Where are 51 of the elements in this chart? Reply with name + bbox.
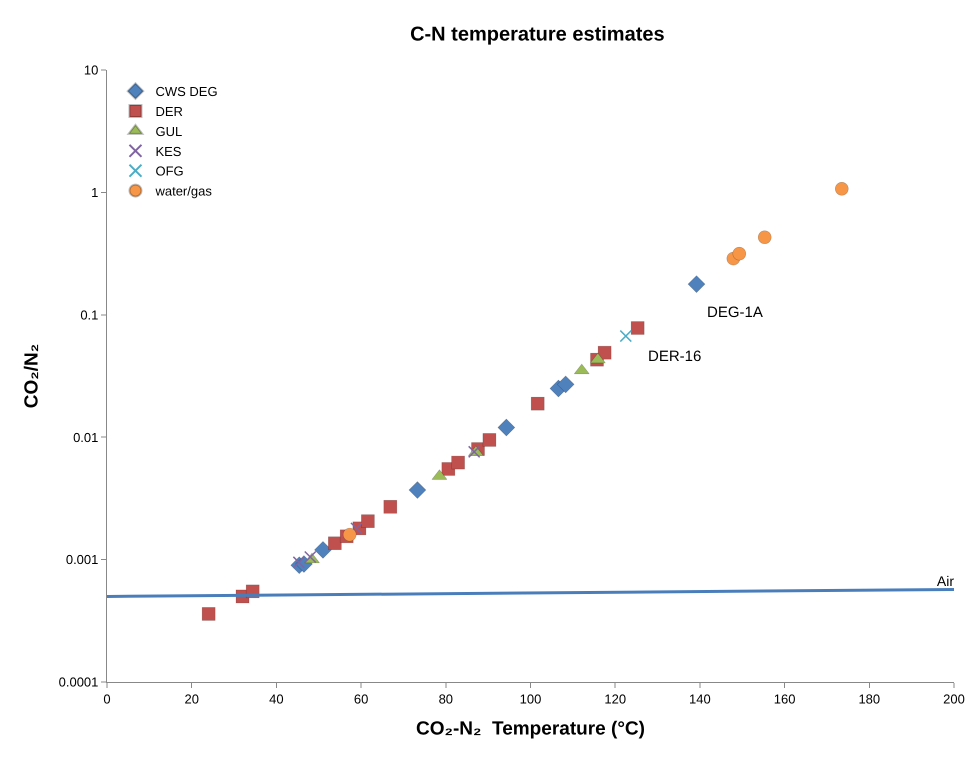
x-tick-label: 200 [943, 692, 965, 707]
point [468, 446, 480, 458]
legend-label: CWS DEG [155, 84, 218, 100]
point [384, 500, 398, 514]
point [758, 230, 772, 244]
x-tick-label: 160 [774, 692, 796, 707]
y-axis-title: CO₂/N₂ [21, 344, 42, 408]
annotation: DER-16 [648, 348, 702, 365]
legend-label: water/gas [154, 184, 212, 199]
point [482, 433, 496, 447]
point [834, 182, 849, 196]
point [598, 346, 612, 360]
y-tick-label: 0.0001 [58, 674, 98, 690]
point [342, 528, 356, 542]
x-tick-label: 80 [438, 692, 454, 707]
x-axis-title: CO₂-N₂ Temperature (°C) [416, 718, 645, 740]
x-tick-label: 100 [520, 692, 542, 707]
point [620, 330, 632, 342]
x-tick-label: 60 [354, 692, 368, 707]
x-tick-label: 140 [689, 692, 711, 707]
point [304, 550, 317, 564]
x-tick-label: 40 [269, 692, 284, 707]
y-tick-label: 0.1 [80, 307, 98, 322]
point [630, 321, 644, 335]
point [314, 541, 332, 559]
y-tick-label: 0.001 [66, 552, 98, 568]
point [530, 396, 544, 410]
point [202, 607, 216, 621]
point [732, 246, 746, 260]
point [361, 514, 375, 528]
y-tick-label: 10 [84, 62, 98, 78]
point [328, 536, 342, 550]
point [498, 418, 516, 436]
annotation: DEG-1A [707, 304, 763, 321]
point [350, 522, 363, 535]
legend-label: GUL [155, 124, 182, 139]
legend-label: KES [155, 144, 182, 159]
point [688, 275, 706, 293]
x-tick-label: 20 [184, 692, 199, 707]
legend-label: DER [155, 104, 183, 120]
legend-label: OFG [155, 164, 184, 179]
x-tick-label: 180 [858, 692, 880, 707]
series-label: Air [936, 572, 954, 589]
point [408, 481, 426, 499]
point [556, 376, 574, 394]
point [451, 456, 465, 470]
y-tick-label: 0.01 [73, 430, 98, 445]
y-tick-label: 1 [91, 184, 98, 200]
x-tick-label: 120 [604, 692, 626, 707]
x-tick-label: 0 [103, 692, 111, 707]
chart-title: C-N temperature estimates [410, 23, 665, 46]
